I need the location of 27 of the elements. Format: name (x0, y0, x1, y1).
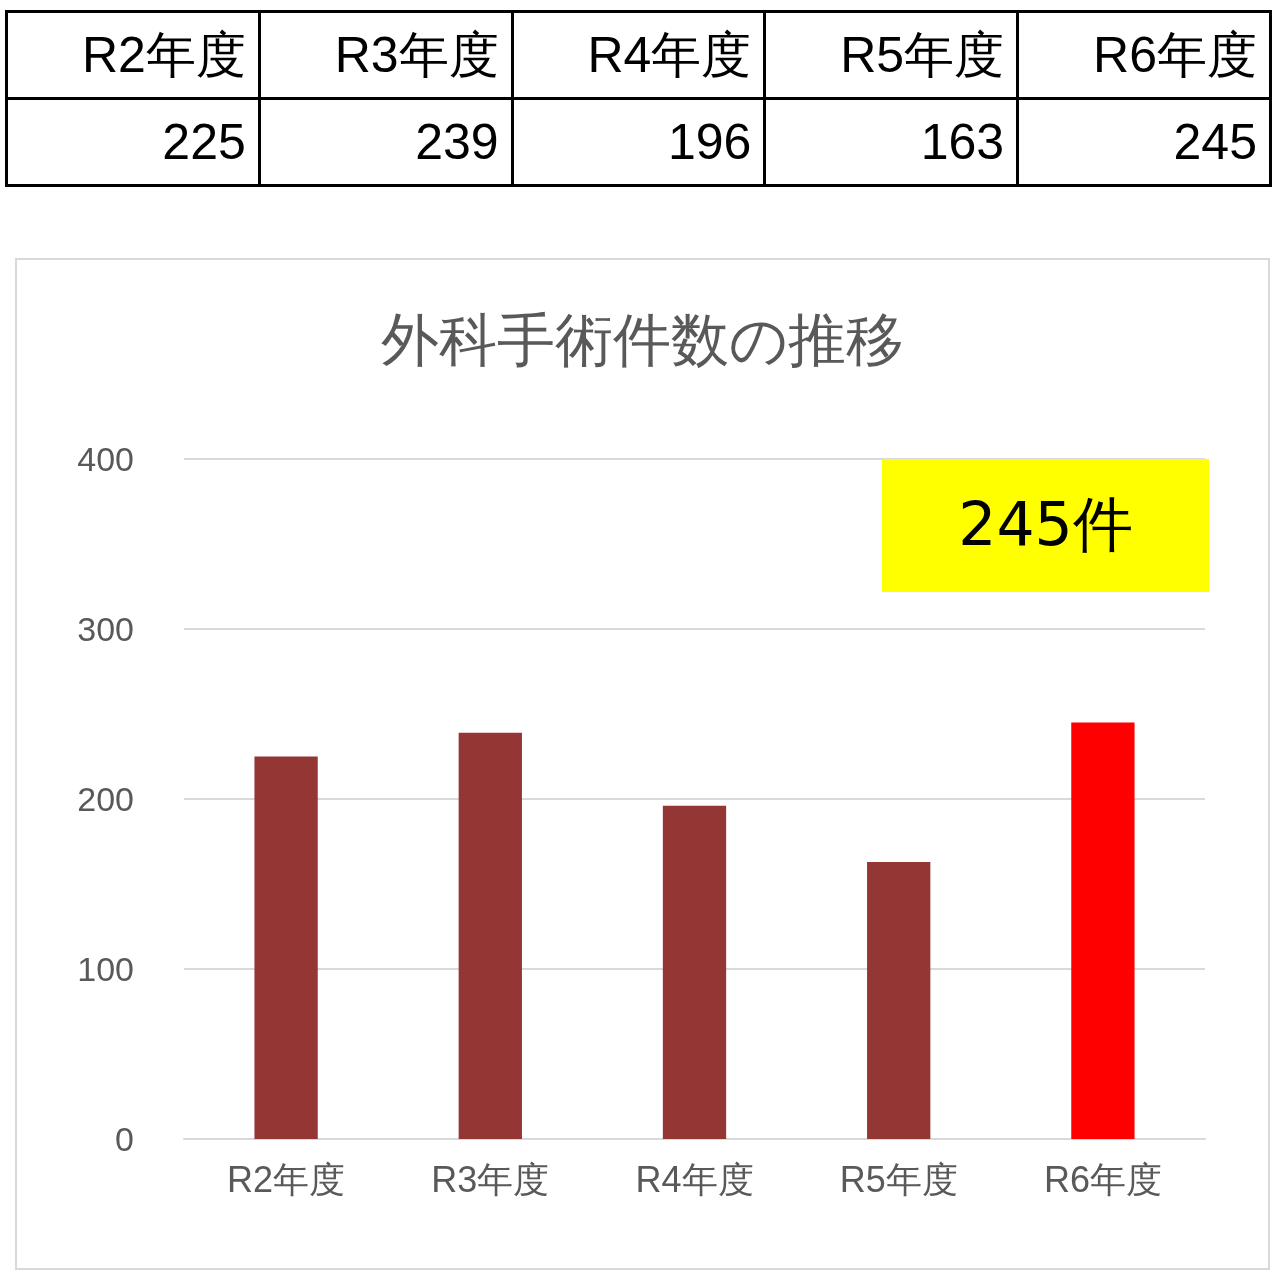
category-label: R3年度 (259, 11, 513, 99)
y-tick-label: 300 (77, 610, 134, 648)
bar (662, 805, 727, 1139)
y-tick-label: 0 (115, 1120, 134, 1158)
annotation: 245件 (882, 459, 1209, 592)
y-tick-label: 200 (77, 780, 134, 818)
bar (867, 861, 931, 1139)
data-label: 163 (764, 98, 1018, 186)
data-label: 225 (6, 98, 260, 186)
chart-title: 外科手術件数の推移 (381, 306, 904, 372)
category-label: R6年度 (1017, 11, 1271, 99)
y-tick-label: 100 (77, 950, 134, 988)
x-tick-label: R2年度 (227, 1158, 346, 1200)
data-label: 196 (512, 98, 765, 186)
category-label: R2年度 (6, 11, 260, 99)
x-tick-label: R4年度 (635, 1158, 754, 1200)
x-tick-label: R6年度 (1043, 1158, 1162, 1200)
x-tick-label: R5年度 (839, 1158, 958, 1200)
bar (1071, 722, 1135, 1139)
data-label: 245 (1017, 98, 1271, 186)
bar (254, 756, 318, 1139)
data-label: 239 (259, 98, 513, 186)
category-label: R5年度 (764, 11, 1018, 99)
category-label: R4年度 (512, 11, 765, 99)
y-tick-label: 400 (77, 440, 134, 478)
bar (458, 732, 522, 1139)
x-tick-label: R3年度 (431, 1158, 550, 1200)
